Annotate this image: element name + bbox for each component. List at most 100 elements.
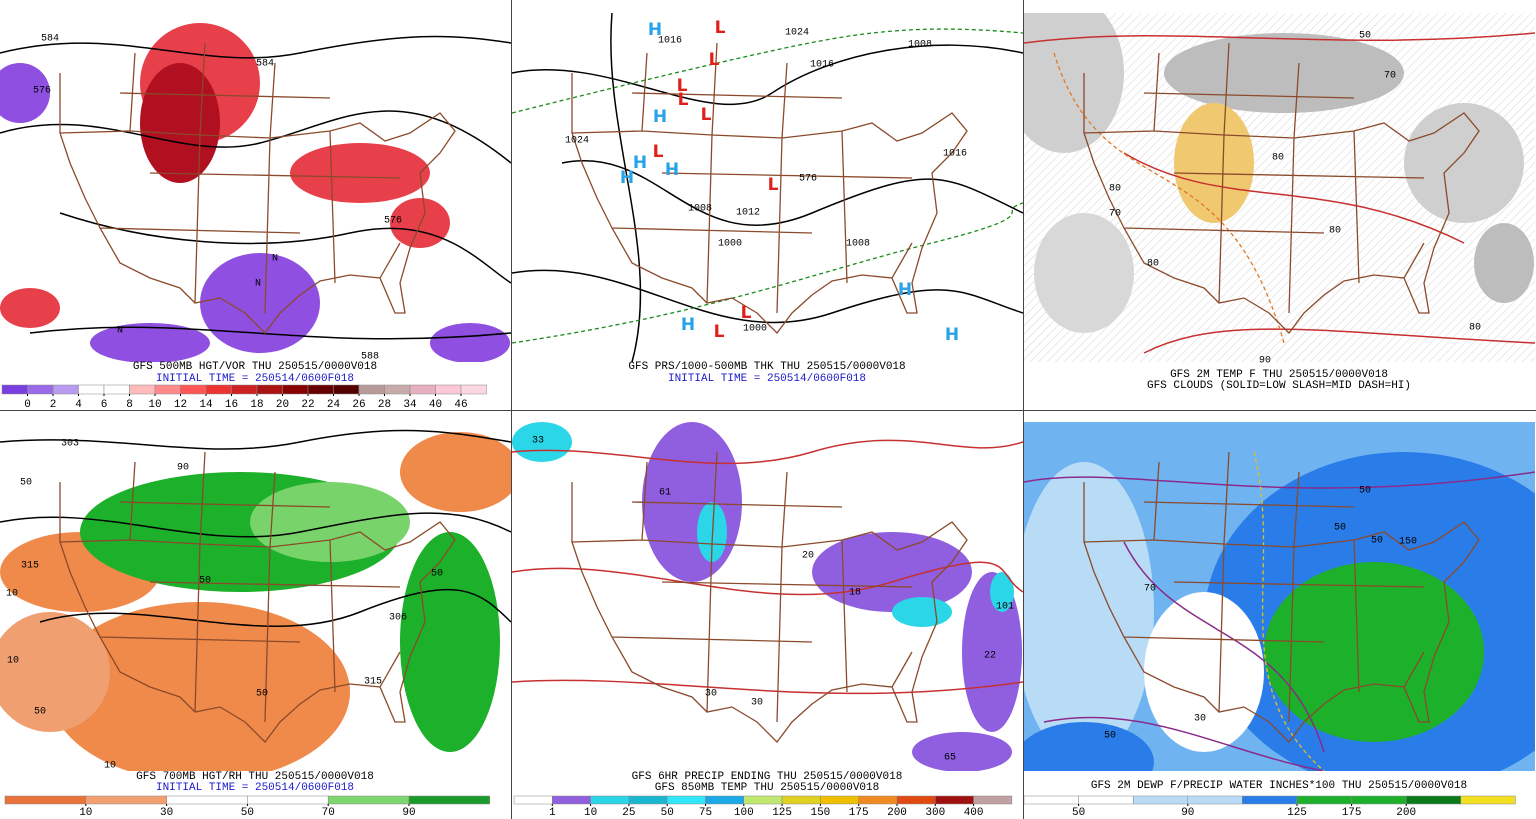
colorbar-segment xyxy=(307,384,334,395)
contour-dashed xyxy=(512,28,1023,344)
contour-label: 1012 xyxy=(736,208,760,219)
pressure-center: L xyxy=(714,322,725,342)
field-area xyxy=(912,732,1012,771)
pressure-center: H xyxy=(633,153,647,173)
caption: GFS 700MB HGT/RH THU 250515/0000V018 xyxy=(136,771,374,783)
colorbar-label: 150 xyxy=(810,807,830,819)
colorbar-label: 100 xyxy=(734,807,754,819)
caption: GFS CLOUDS (SOLID=LOW SLASH=MID DASH=HI) xyxy=(1147,380,1411,392)
colorbar-segment xyxy=(858,795,898,805)
contour-label: 90 xyxy=(177,463,189,474)
contour-label: 20 xyxy=(802,551,814,562)
field-area xyxy=(1164,33,1404,113)
colorbar-segment xyxy=(1078,795,1134,805)
colorbar-label: 50 xyxy=(661,807,674,819)
contour-label: 1000 xyxy=(743,324,767,335)
contour xyxy=(1024,471,1535,771)
colorbar-label: 125 xyxy=(772,807,792,819)
colorbar-segment xyxy=(205,384,232,395)
contour-label: 50 xyxy=(34,707,46,718)
pressure-center: L xyxy=(653,142,664,162)
contour-label: 80 xyxy=(1147,259,1159,270)
caption: GFS 2M DEWP F/PRECIP WATER INCHES*100 TH… xyxy=(1091,780,1467,792)
colorbar-segment xyxy=(1023,795,1079,805)
map-panel: 1016 1024 1016 1008 1024 1016 1008 1012 1000 1008… xyxy=(512,13,1023,385)
colorbar-segment xyxy=(282,384,309,395)
colorbar-segment xyxy=(327,795,410,805)
colorbar-label: 200 xyxy=(887,807,907,819)
colorbar-segment xyxy=(973,795,1013,805)
contour xyxy=(512,439,1023,695)
field-area xyxy=(1024,722,1154,771)
colorbar-segment xyxy=(552,795,591,805)
colorbar-segment xyxy=(408,795,491,805)
contour-label: 70 xyxy=(1384,71,1396,82)
colorbar-label: 1 xyxy=(549,807,556,819)
map-panel: 50 70 80 80 80 90 80 70 80 GFS 2M TEMP F THU 2505… xyxy=(1024,13,1535,392)
colorbar-segment xyxy=(231,384,258,395)
pressure-center: H xyxy=(648,20,662,40)
contour-label: 30 xyxy=(1194,714,1206,725)
colorbar-segment xyxy=(666,795,706,805)
pressure-center: L xyxy=(677,76,688,96)
contour-label: 588 xyxy=(361,352,379,363)
contour-label: 1024 xyxy=(785,28,809,39)
colorbar-segment xyxy=(590,795,630,805)
field-area xyxy=(512,422,572,462)
field-area xyxy=(1404,103,1524,223)
contour-label: 315 xyxy=(21,561,39,572)
colorbar-segment xyxy=(896,795,936,805)
colorbar-segment xyxy=(256,384,283,395)
contour xyxy=(1024,32,1535,354)
colorbar-segment xyxy=(1405,795,1462,805)
colorbar-label: 18 xyxy=(250,399,263,411)
contour-label: 70 xyxy=(1144,584,1156,595)
colorbar-label: 16 xyxy=(225,399,238,411)
colorbar-label: 50 xyxy=(241,807,254,819)
contour-label: 306 xyxy=(389,613,407,624)
colorbar-segment xyxy=(358,384,385,395)
contour-label: 150 xyxy=(1399,537,1417,548)
contour-label: 18 xyxy=(849,588,861,599)
pressure-center: H xyxy=(653,107,667,127)
contour-label: 80 xyxy=(1329,226,1341,237)
contour-label: 50 xyxy=(1359,31,1371,42)
contour-label: N xyxy=(272,254,278,265)
contour-dashed xyxy=(1253,451,1325,771)
caption: GFS 500MB HGT/VOR THU 250515/0000V018 xyxy=(133,361,377,373)
colorbar-segment xyxy=(435,384,462,395)
field-area xyxy=(90,323,210,362)
caption: GFS 6HR PRECIP ENDING THU 250515/0000V01… xyxy=(632,771,903,783)
colorbar-segment xyxy=(705,795,745,805)
caption: GFS 2M TEMP F THU 250515/0000V018 xyxy=(1170,369,1388,381)
field-area xyxy=(400,432,511,512)
map-area xyxy=(512,422,1023,771)
colorbar-label: 46 xyxy=(454,399,467,411)
map-area xyxy=(0,429,511,771)
contour-label: 10 xyxy=(6,589,18,600)
contour xyxy=(0,429,511,628)
contour-label: 576 xyxy=(799,174,817,185)
colorbar-label: 90 xyxy=(402,807,415,819)
map-panel: 584 576 584 576 588 N N N GFS 500MB HGT/VOR THU … xyxy=(0,23,511,411)
field-area xyxy=(812,532,972,612)
colorbar-label: 90 xyxy=(1181,807,1194,819)
contour-label: 80 xyxy=(1469,323,1481,334)
colorbar-segment xyxy=(409,384,436,395)
contour-label: 90 xyxy=(1259,356,1271,367)
pressure-center: L xyxy=(709,50,720,70)
colorbar-label: 125 xyxy=(1287,807,1307,819)
field-area xyxy=(140,63,220,183)
field-area xyxy=(1174,103,1254,223)
field-area xyxy=(1264,562,1484,742)
contour-label: 30 xyxy=(705,689,717,700)
contour-label: 1016 xyxy=(658,36,682,47)
colorbar-segment xyxy=(154,384,181,395)
pressure-center: L xyxy=(768,175,779,195)
colorbar-segment xyxy=(166,795,248,805)
colorbar-segment xyxy=(78,384,105,395)
contour-label: 1008 xyxy=(908,40,932,51)
contour xyxy=(0,35,511,340)
colorbar-segment xyxy=(628,795,668,805)
colorbar-segment xyxy=(1351,795,1407,805)
